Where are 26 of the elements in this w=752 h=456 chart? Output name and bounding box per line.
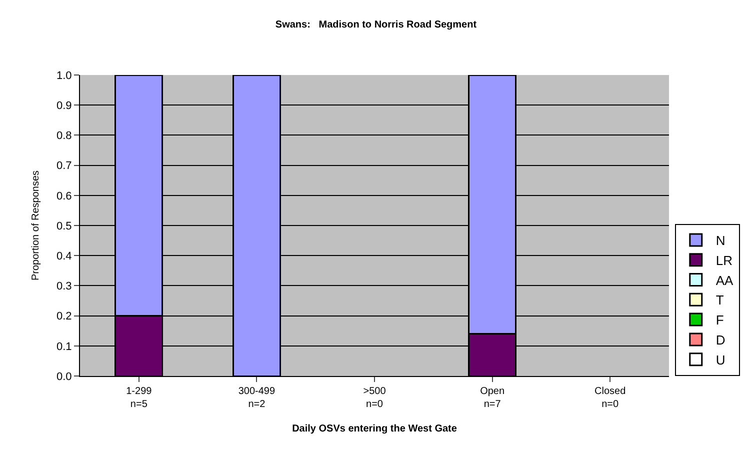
chart-title: Swans: Madison to Norris Road Segment xyxy=(275,20,478,31)
y-tick-label: 0.9 xyxy=(56,100,72,112)
x-tick-label: 1-299 n=5 xyxy=(126,386,152,410)
y-tick-label: 0.0 xyxy=(56,370,72,383)
legend-label: AA xyxy=(716,272,734,288)
y-tick-label: 0.6 xyxy=(56,190,72,202)
x-tick-label: Open n=7 xyxy=(480,386,505,410)
x-tick-label: >500 n=0 xyxy=(363,386,386,410)
x-tick-label: Closed n=0 xyxy=(594,386,626,410)
legend-label: D xyxy=(716,332,726,348)
legend-label: LR xyxy=(716,252,733,268)
y-tick-label: 0.4 xyxy=(56,250,72,262)
legend-label: F xyxy=(716,312,724,328)
legend-label: T xyxy=(716,292,724,308)
y-tick-label: 0.7 xyxy=(56,160,72,172)
y-tick-label: 0.1 xyxy=(56,340,72,353)
y-tick-label: 0.8 xyxy=(56,130,72,142)
y-tick-label: 0.5 xyxy=(56,220,72,232)
y-axis-title: Proportion of Responses xyxy=(30,170,42,281)
y-tick-label: 1.0 xyxy=(56,70,72,82)
legend-label: N xyxy=(716,233,726,248)
x-axis-title: Daily OSVs entering the West Gate xyxy=(292,424,458,434)
legend-label: U xyxy=(716,352,726,368)
y-tick-label: 0.2 xyxy=(56,310,72,323)
y-tick-label: 0.3 xyxy=(56,280,72,293)
x-tick-label: 300-499 n=2 xyxy=(238,386,276,410)
